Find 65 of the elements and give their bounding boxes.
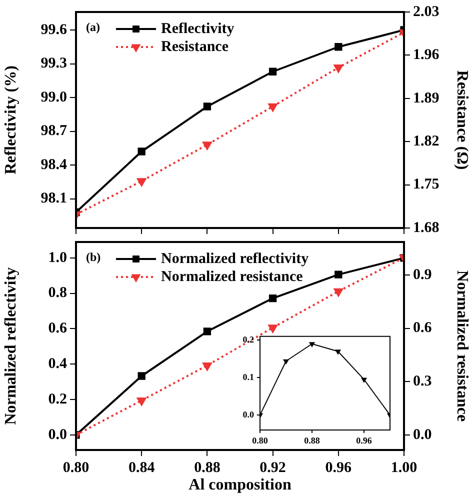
y2-tick-label: 0.9 bbox=[413, 266, 432, 283]
x-tick-label: 0.88 bbox=[194, 460, 220, 476]
x-tick-label: 0.96 bbox=[356, 436, 372, 446]
point bbox=[283, 359, 289, 364]
x-tick-label: 0.88 bbox=[304, 436, 320, 446]
y2-tick-label: 0.6 bbox=[413, 320, 432, 336]
x-tick-label: 0.80 bbox=[252, 436, 268, 446]
point bbox=[334, 43, 342, 51]
point bbox=[334, 270, 342, 278]
point bbox=[203, 328, 212, 336]
y-tick-label: 0.0 bbox=[48, 426, 67, 443]
y2-tick-label: 1.89 bbox=[413, 90, 440, 106]
y-tick-label: 0.4 bbox=[48, 356, 68, 372]
y-axis-title: Reflectivity (%) bbox=[2, 66, 20, 174]
y2-axis-title: Normalized resistance bbox=[453, 270, 470, 422]
y2-tick-label: 0.3 bbox=[413, 373, 432, 390]
y2-tick-label: 1.68 bbox=[413, 220, 440, 236]
y-tick-label: 0.1 bbox=[242, 372, 254, 382]
y-tick-label: 98.1 bbox=[40, 190, 67, 207]
point bbox=[138, 148, 146, 156]
y2-tick-label: 0.0 bbox=[413, 426, 432, 443]
y2-tick-label: 1.82 bbox=[413, 133, 440, 150]
y2-tick-label: 2.03 bbox=[413, 4, 440, 20]
point bbox=[309, 342, 315, 347]
y-tick-label: 0.2 bbox=[242, 334, 254, 344]
x-tick-label: 0.84 bbox=[128, 460, 156, 476]
y-tick-label: 98.4 bbox=[40, 156, 68, 173]
point bbox=[202, 362, 212, 370]
point bbox=[138, 372, 146, 380]
point bbox=[361, 378, 367, 382]
point bbox=[202, 142, 212, 150]
point bbox=[334, 64, 343, 73]
point bbox=[137, 178, 146, 186]
point bbox=[137, 397, 146, 406]
y-tick-label: 0.8 bbox=[48, 285, 67, 302]
annotation: (b) bbox=[86, 250, 101, 264]
y-tick-label: 99.0 bbox=[40, 89, 67, 106]
point bbox=[268, 68, 277, 76]
legend-label: Normalized resistance bbox=[161, 268, 304, 285]
point bbox=[268, 324, 278, 333]
y-tick-label: 1.0 bbox=[48, 250, 67, 266]
x-tick-label: 0.96 bbox=[325, 460, 352, 476]
y-tick-label: 99.3 bbox=[40, 56, 67, 72]
y-tick-label: 0.2 bbox=[48, 391, 67, 408]
y2-tick-label: 1.96 bbox=[413, 47, 440, 64]
point bbox=[268, 294, 277, 302]
y2-axis-title: Resistance (Ω) bbox=[453, 70, 470, 170]
x-axis-title: Al composition bbox=[188, 476, 292, 494]
point bbox=[203, 102, 212, 110]
point bbox=[335, 350, 341, 354]
x-tick-label: 0.80 bbox=[62, 460, 90, 476]
x-tick-label: 1.00 bbox=[390, 460, 418, 476]
y-tick-label: 98.7 bbox=[40, 123, 68, 140]
point bbox=[268, 103, 278, 112]
y-axis-title: Normalized reflectivity bbox=[2, 267, 20, 425]
y-tick-label: 0.6 bbox=[48, 320, 68, 337]
annotation: (a) bbox=[86, 20, 100, 34]
x-tick-label: 0.92 bbox=[260, 460, 286, 476]
legend-label: Normalized reflectivity bbox=[161, 250, 310, 267]
y-tick-label: 0.0 bbox=[242, 409, 254, 420]
legend-label: Reflectivity bbox=[161, 20, 235, 37]
y2-tick-label: 1.75 bbox=[413, 176, 440, 193]
y-tick-label: 99.6 bbox=[40, 22, 68, 38]
legend-label: Resistance bbox=[161, 38, 229, 55]
point bbox=[334, 288, 343, 296]
